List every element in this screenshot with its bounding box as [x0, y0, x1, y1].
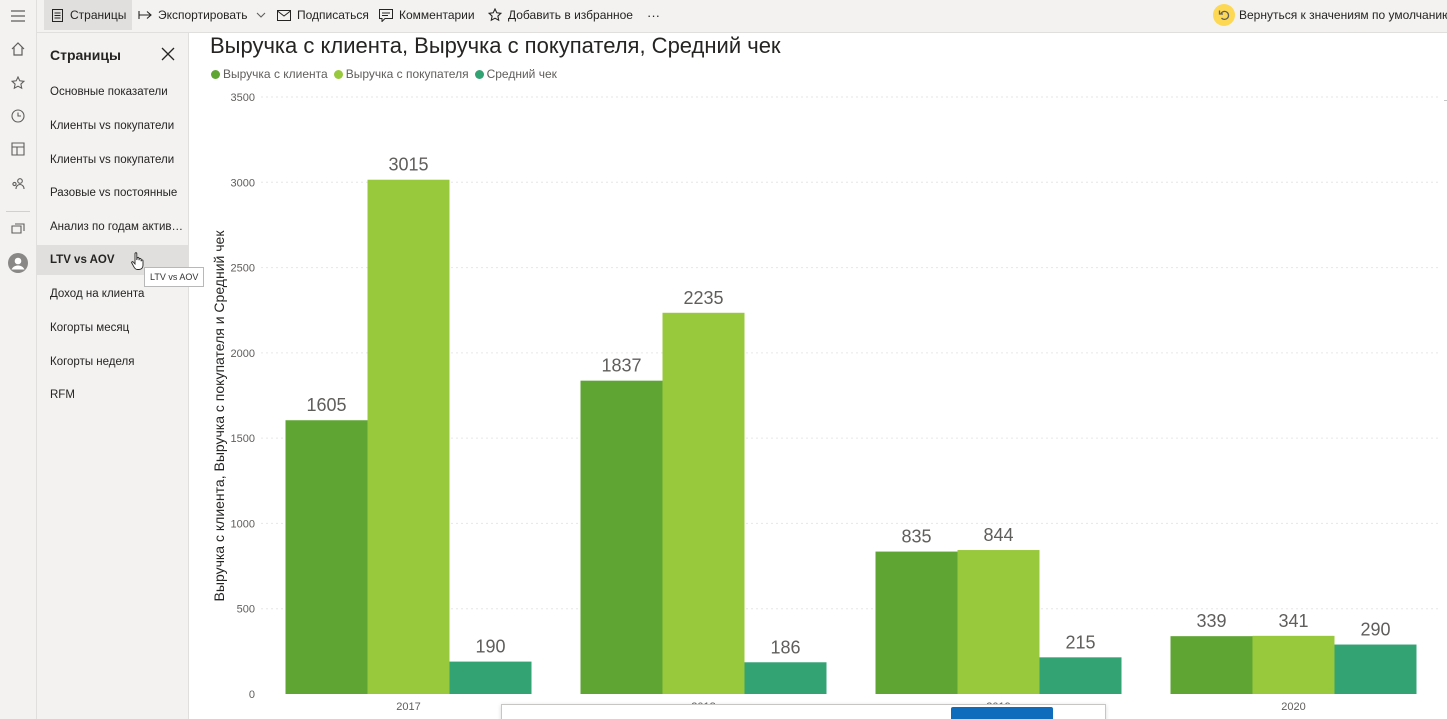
bar — [1039, 657, 1122, 694]
revert-to-default-button[interactable]: Вернуться к значениям по умолчанию — [1213, 0, 1447, 30]
legend-item-series-1[interactable]: Выручка с клиента — [211, 67, 328, 81]
export-label: Экспортировать — [158, 8, 248, 22]
revert-label: Вернуться к значениям по умолчанию — [1239, 8, 1447, 22]
bar — [662, 312, 745, 694]
page-tooltip: LTV vs AOV — [144, 267, 205, 287]
legend-marker-series-2 — [333, 69, 343, 79]
data-label: 3015 — [388, 155, 428, 175]
add-favorite-button[interactable]: Добавить в избранное — [488, 0, 633, 30]
page-item-one-time-vs-repeat[interactable]: Разовые vs постоянные — [50, 187, 178, 199]
bar-chart: 0 500 1000 1500 2000 2500 3000 3500 1605 3015 190 2… — [231, 92, 1441, 713]
page-item-yearly-activity[interactable]: Анализ по годам активности — [50, 221, 188, 233]
legend-label-series-2: Выручка с покупателя — [345, 67, 469, 81]
chart-title: Выручка с клиента, Выручка с покупателя,… — [210, 33, 781, 58]
y-tick-label: 1000 — [231, 518, 255, 530]
account-avatar-icon[interactable] — [6, 251, 30, 275]
y-tick-label: 1500 — [231, 433, 255, 445]
more-options-button[interactable]: ··· — [647, 0, 660, 30]
hamburger-menu-icon[interactable] — [6, 4, 30, 28]
navigation-rail — [0, 0, 37, 719]
popup-action-button[interactable] — [951, 707, 1053, 719]
bar — [367, 179, 450, 694]
pages-icon — [50, 8, 64, 22]
legend-label-series-3: Средний чек — [486, 67, 557, 81]
favorites-star-icon[interactable] — [6, 71, 30, 95]
shared-with-me-icon[interactable] — [6, 172, 30, 196]
x-tick-label: 2020 — [1281, 701, 1305, 713]
legend-item-series-3[interactable]: Средний чек — [474, 67, 557, 81]
data-label: 835 — [901, 527, 931, 547]
report-canvas: Выручка с клиента, Выручка с покупателя,… — [189, 33, 1447, 719]
close-icon — [161, 47, 175, 61]
notification-popup — [501, 704, 1106, 719]
pages-toggle-label: Страницы — [70, 8, 127, 22]
chevron-down-icon — [254, 8, 268, 22]
pages-toggle-button[interactable]: Страницы — [44, 0, 133, 30]
data-label: 1605 — [306, 395, 346, 415]
y-tick-label: 2500 — [231, 263, 255, 275]
page-item-clients-vs-buyers-1[interactable]: Клиенты vs покупатели — [50, 120, 175, 132]
y-tick-label: 3500 — [231, 92, 255, 104]
data-label: 215 — [1065, 632, 1095, 652]
data-label: 2235 — [683, 288, 723, 308]
page-item-cohorts-month[interactable]: Когорты месяц — [50, 322, 130, 334]
page-item-osnovnye-pokazateli[interactable]: Основные показатели — [50, 86, 168, 98]
legend-item-series-2[interactable]: Выручка с покупателя — [333, 67, 469, 81]
pages-pane: Страницы Основные показатели Клиенты vs … — [37, 33, 189, 719]
subscribe-button[interactable]: Подписаться — [277, 0, 369, 30]
y-tick-label: 500 — [237, 604, 255, 616]
x-tick-label: 2017 — [396, 701, 420, 713]
bar — [957, 550, 1040, 694]
data-label: 339 — [1196, 611, 1226, 631]
bar — [580, 380, 663, 694]
bar — [449, 661, 532, 694]
page-item-clients-vs-buyers-2[interactable]: Клиенты vs покупатели — [50, 154, 175, 166]
mail-icon — [277, 8, 291, 22]
y-tick-label: 0 — [249, 689, 255, 701]
scroll-indicator — [1444, 100, 1447, 101]
data-label: 341 — [1278, 611, 1308, 631]
bar — [1170, 636, 1253, 694]
comment-icon — [379, 8, 393, 22]
report-toolbar: Страницы Экспортировать Подписаться Комм… — [37, 0, 1447, 33]
data-label: 186 — [770, 637, 800, 657]
apps-icon[interactable] — [6, 137, 30, 161]
data-label: 1837 — [601, 356, 641, 376]
y-tick-label: 3000 — [231, 177, 255, 189]
bar — [875, 551, 958, 694]
subscribe-label: Подписаться — [297, 8, 369, 22]
legend-label-series-1: Выручка с клиента — [223, 67, 328, 81]
comments-button[interactable]: Комментарии — [379, 0, 475, 30]
legend-marker-series-3 — [474, 69, 484, 79]
legend-marker-series-1 — [211, 69, 220, 79]
comments-label: Комментарии — [399, 8, 475, 22]
rail-divider — [6, 211, 30, 212]
recent-clock-icon[interactable] — [6, 104, 30, 128]
y-tick-label: 2000 — [231, 348, 255, 360]
bar — [744, 662, 827, 694]
page-item-cohorts-week[interactable]: Когорты неделя — [50, 356, 135, 368]
add-favorite-label: Добавить в избранное — [508, 8, 633, 22]
page-item-rfm[interactable]: RFM — [50, 389, 75, 401]
undo-icon — [1213, 4, 1235, 26]
export-button[interactable]: Экспортировать — [138, 0, 268, 30]
close-pages-pane-button[interactable] — [159, 45, 177, 63]
data-label: 844 — [983, 525, 1013, 545]
bar — [1334, 644, 1417, 694]
bar — [1252, 635, 1335, 694]
more-options-icon: ··· — [647, 7, 660, 23]
chart-legend: Выручка с клиента Выручка с покупателя С… — [211, 67, 557, 81]
export-arrow-icon — [138, 8, 152, 22]
hand-pointer-cursor-icon — [131, 252, 145, 272]
bar — [285, 420, 368, 694]
pages-pane-title: Страницы — [50, 47, 121, 63]
data-label: 190 — [475, 637, 505, 657]
home-icon[interactable] — [6, 37, 30, 61]
data-label: 290 — [1360, 620, 1390, 640]
star-icon — [488, 8, 502, 22]
workspaces-icon[interactable] — [6, 218, 30, 242]
